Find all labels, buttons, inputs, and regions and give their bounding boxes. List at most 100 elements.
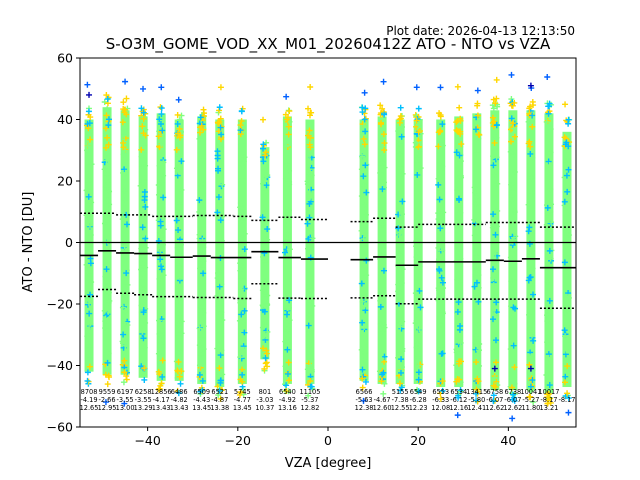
data-point xyxy=(157,256,164,263)
bin-stat-label: 5745 xyxy=(234,388,251,396)
data-point xyxy=(217,311,224,318)
bin-points-17 xyxy=(453,83,465,419)
data-point xyxy=(544,339,551,346)
data-point xyxy=(219,213,226,220)
data-point xyxy=(120,331,127,338)
bin-stat-label: 12.55 xyxy=(391,404,410,412)
data-point xyxy=(564,188,571,195)
bin-points-3 xyxy=(137,85,149,383)
plot-date: Plot date: 2026-04-13 12:13:50 xyxy=(386,24,575,38)
data-point xyxy=(174,120,181,127)
data-point xyxy=(216,144,223,151)
data-point xyxy=(508,96,515,103)
data-point xyxy=(398,280,405,287)
bin-stat-label: 12.82 xyxy=(301,404,320,412)
data-point xyxy=(119,119,126,126)
data-point xyxy=(87,114,94,121)
data-point xyxy=(176,116,183,123)
data-point xyxy=(104,359,111,366)
bin-stat-label: 11.80 xyxy=(521,404,540,412)
data-point xyxy=(395,263,402,270)
data-point xyxy=(218,123,225,130)
data-point xyxy=(175,332,182,339)
data-point xyxy=(381,147,388,154)
data-point xyxy=(197,114,204,121)
data-point xyxy=(219,317,226,324)
data-point xyxy=(415,242,422,249)
data-point xyxy=(103,312,110,319)
data-point xyxy=(457,255,464,262)
data-point xyxy=(307,144,314,151)
data-point xyxy=(475,322,482,329)
data-point xyxy=(493,299,500,306)
data-point xyxy=(238,118,245,125)
data-point xyxy=(507,148,514,155)
data-point xyxy=(285,123,292,130)
data-point xyxy=(196,325,203,332)
data-point xyxy=(174,244,181,251)
data-point xyxy=(379,322,386,329)
data-point xyxy=(305,392,312,399)
data-point xyxy=(455,128,462,135)
data-point xyxy=(102,184,109,191)
data-point xyxy=(398,384,405,391)
data-point xyxy=(142,319,149,326)
data-point xyxy=(282,175,289,182)
data-point xyxy=(491,311,498,318)
data-point xyxy=(380,131,387,138)
bin-stat-label: 10.37 xyxy=(255,404,274,412)
data-point xyxy=(546,228,553,235)
data-point xyxy=(399,345,406,352)
data-point xyxy=(263,182,270,189)
data-point xyxy=(156,371,163,378)
data-point xyxy=(438,321,445,328)
bin-points-13 xyxy=(376,78,388,397)
data-point xyxy=(142,235,149,242)
bin-stat-label: 12.65 xyxy=(80,404,99,412)
data-point xyxy=(140,109,147,116)
data-point xyxy=(216,283,223,290)
data-point xyxy=(456,358,463,365)
data-point xyxy=(238,162,245,169)
data-point xyxy=(397,163,404,170)
data-point xyxy=(476,362,483,369)
data-point xyxy=(380,328,387,335)
bin-stat-label: 13.00 xyxy=(116,404,135,412)
data-point xyxy=(176,154,183,161)
data-point xyxy=(214,155,221,162)
bin-stat-label: 801 xyxy=(259,388,272,396)
data-point xyxy=(362,162,369,169)
data-point xyxy=(546,310,553,317)
data-point xyxy=(413,344,420,351)
bin-stat-label: 12.95 xyxy=(98,404,117,412)
bin-stat-label: -6.07 xyxy=(486,396,503,404)
bin-points-20 xyxy=(507,71,519,422)
data-point xyxy=(104,381,111,388)
data-point xyxy=(86,120,93,127)
data-point xyxy=(380,245,387,252)
data-point xyxy=(263,350,270,357)
data-point xyxy=(238,311,245,318)
data-point xyxy=(86,222,93,229)
data-point xyxy=(264,236,271,243)
bin-stat-label: -3.03 xyxy=(256,396,273,404)
data-point xyxy=(528,190,535,197)
data-point xyxy=(491,215,498,222)
data-point xyxy=(140,115,147,122)
data-point xyxy=(508,313,515,320)
data-point xyxy=(237,204,244,211)
data-point xyxy=(196,135,203,142)
data-point xyxy=(156,385,163,392)
data-point xyxy=(527,353,534,360)
bin-stat-label: 13.38 xyxy=(210,404,229,412)
data-point xyxy=(119,338,126,345)
data-point xyxy=(196,208,203,215)
data-point xyxy=(378,378,385,385)
data-point xyxy=(412,290,419,297)
data-point xyxy=(436,267,443,274)
data-point xyxy=(455,338,462,345)
data-point xyxy=(473,333,480,340)
data-point xyxy=(378,177,385,184)
data-point xyxy=(454,308,461,315)
data-point xyxy=(359,104,366,111)
